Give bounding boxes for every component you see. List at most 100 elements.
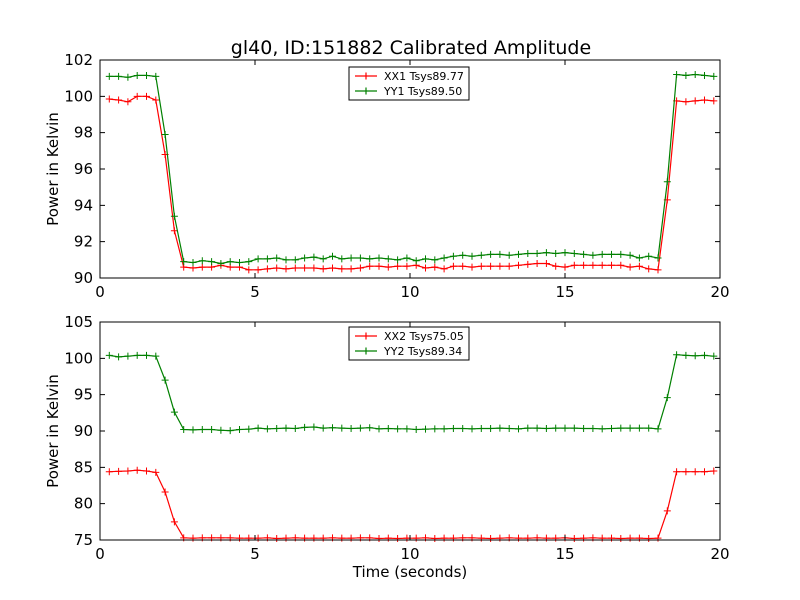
data-point <box>170 408 178 416</box>
data-point <box>403 425 411 433</box>
data-point <box>115 467 123 475</box>
x-tick-label: 0 <box>95 545 105 563</box>
data-point <box>347 265 355 273</box>
data-point <box>570 535 578 543</box>
legend-entry: YY2 Tsys89.34 <box>355 345 462 358</box>
data-point <box>189 259 197 267</box>
data-point <box>329 424 336 432</box>
data-point <box>236 259 243 267</box>
data-point <box>180 426 188 434</box>
data-point <box>645 252 653 260</box>
data-point <box>617 250 625 258</box>
data-point <box>375 425 383 433</box>
data-point <box>654 534 662 542</box>
data-point <box>635 424 643 432</box>
data-point <box>245 266 253 274</box>
data-point <box>208 426 216 434</box>
data-point <box>384 255 392 263</box>
x-tick-label: 15 <box>555 283 574 301</box>
data-point <box>598 425 606 433</box>
data-point <box>673 71 681 79</box>
data-point <box>505 262 513 270</box>
data-point <box>449 534 457 542</box>
data-point <box>654 425 662 433</box>
data-point <box>375 535 383 543</box>
data-point <box>626 534 634 542</box>
y-tick-label: 90 <box>74 422 93 440</box>
y-axis-label: Power in Kelvin <box>44 112 62 226</box>
data-point <box>394 535 402 543</box>
data-point <box>338 265 346 273</box>
data-point <box>617 261 625 269</box>
data-point <box>329 264 336 272</box>
data-point <box>282 424 290 432</box>
data-point <box>282 265 290 273</box>
data-point <box>310 534 318 542</box>
data-point <box>161 130 169 138</box>
series-2 <box>105 351 718 435</box>
data-point <box>143 467 150 475</box>
data-point <box>189 426 197 434</box>
data-point <box>217 259 225 267</box>
series-2 <box>105 71 718 267</box>
data-point <box>673 351 681 359</box>
data-point <box>124 73 132 81</box>
data-point <box>552 424 560 432</box>
data-point <box>449 252 457 260</box>
data-point <box>124 352 132 360</box>
data-point <box>440 425 448 433</box>
data-point <box>505 251 513 259</box>
data-point <box>691 71 699 79</box>
data-point <box>347 424 355 432</box>
data-point <box>691 97 699 105</box>
y-tick-label: 80 <box>74 495 93 513</box>
x-tick-label: 15 <box>555 545 574 563</box>
data-point <box>598 261 606 269</box>
data-point <box>226 427 234 435</box>
x-axis: 0 5 10 15 20 <box>95 60 730 301</box>
data-point <box>617 535 625 543</box>
data-point <box>468 263 476 271</box>
data-point <box>682 351 690 359</box>
y-tick-label: 105 <box>64 313 93 331</box>
data-point <box>477 251 485 259</box>
data-point <box>608 250 615 258</box>
data-point <box>598 250 606 258</box>
data-point <box>403 254 411 262</box>
data-point <box>133 351 141 359</box>
data-point <box>487 424 495 432</box>
data-point <box>384 534 392 542</box>
data-point <box>580 424 588 432</box>
data-point <box>356 264 364 272</box>
data-point <box>291 256 299 264</box>
y-tick-label: 96 <box>74 160 93 178</box>
data-point <box>580 534 588 542</box>
data-point <box>152 96 160 104</box>
data-point <box>170 518 178 526</box>
data-point <box>515 250 522 258</box>
data-point <box>542 259 550 267</box>
y-axis: 75 80 85 90 95 100 105 <box>64 313 720 549</box>
data-point <box>598 534 606 542</box>
figure-title: gl40, ID:151882 Calibrated Amplitude <box>231 37 591 59</box>
data-point <box>654 254 662 262</box>
legend-swatch <box>355 87 377 95</box>
data-point <box>245 258 253 266</box>
data-point <box>143 92 150 100</box>
data-point <box>570 261 578 269</box>
data-point <box>338 534 346 542</box>
series-1 <box>105 92 718 274</box>
data-point <box>580 261 588 269</box>
data-point <box>366 255 374 263</box>
data-point <box>589 251 597 259</box>
data-point <box>710 72 718 80</box>
data-point <box>710 352 718 360</box>
data-point <box>282 534 290 542</box>
data-point <box>245 425 253 433</box>
data-point <box>133 466 141 474</box>
data-point <box>375 254 383 262</box>
data-point <box>487 250 495 258</box>
top-chart: 0 5 10 15 20 90 92 94 96 98 100 102 Power in Kelvin X… <box>44 51 730 301</box>
data-point <box>403 262 411 270</box>
data-point <box>422 425 429 433</box>
